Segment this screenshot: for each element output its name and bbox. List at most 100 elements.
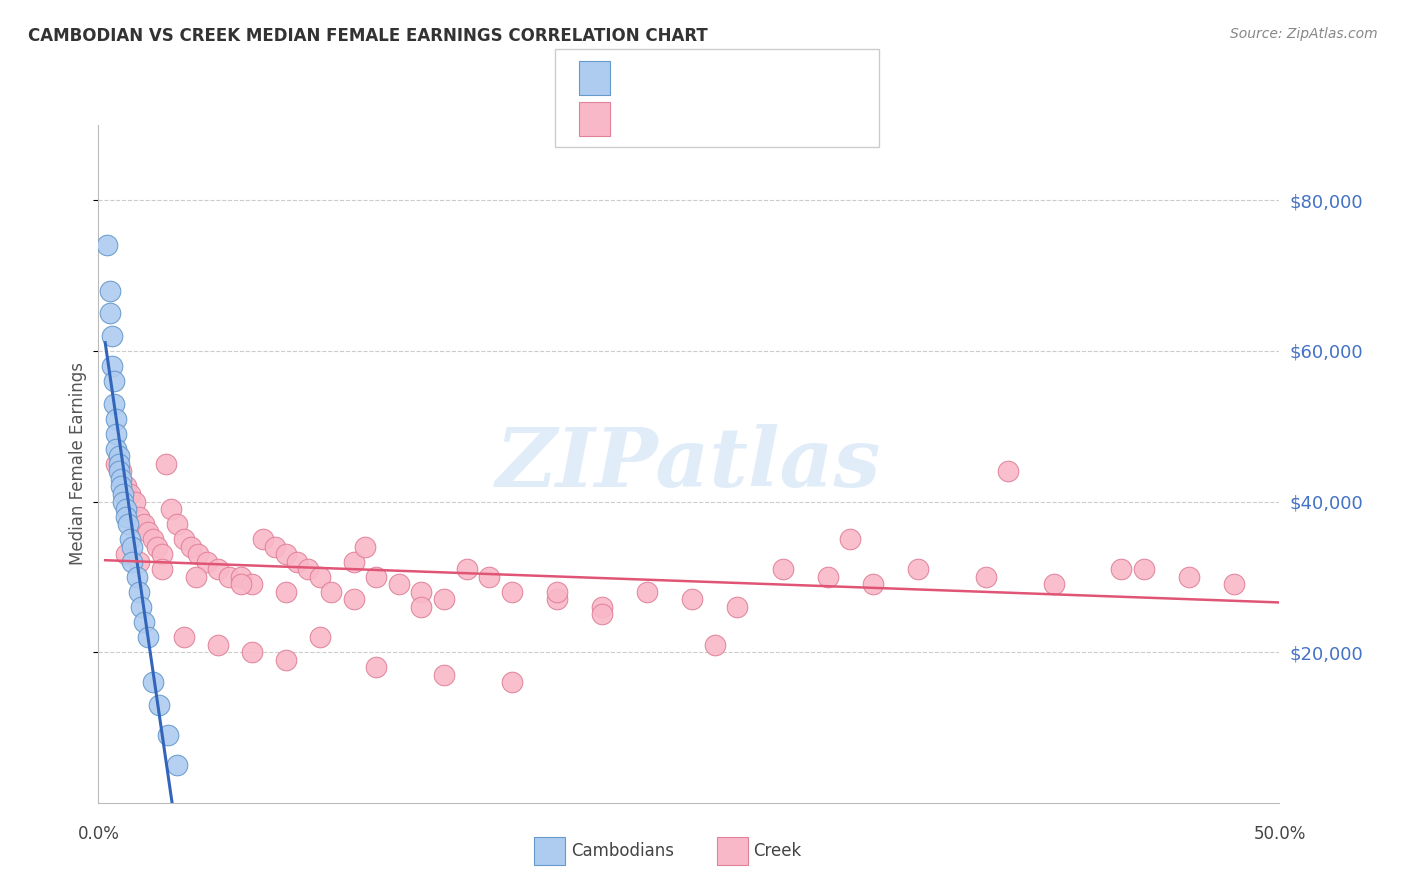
Point <box>101 328 124 343</box>
Point <box>263 540 285 554</box>
Point <box>155 457 177 471</box>
Point <box>131 599 153 614</box>
Point <box>274 547 297 561</box>
Point <box>150 562 173 576</box>
Point <box>110 479 132 493</box>
Point <box>252 532 274 546</box>
Point <box>974 570 997 584</box>
Text: ZIPatlas: ZIPatlas <box>496 424 882 504</box>
Point <box>817 570 839 584</box>
Point <box>546 585 568 599</box>
Point <box>114 509 136 524</box>
Point <box>96 238 118 252</box>
Point <box>107 464 129 478</box>
Text: CAMBODIAN VS CREEK MEDIAN FEMALE EARNINGS CORRELATION CHART: CAMBODIAN VS CREEK MEDIAN FEMALE EARNING… <box>28 27 707 45</box>
Text: Creek: Creek <box>754 842 801 860</box>
Point <box>166 517 188 532</box>
Point <box>366 660 388 674</box>
Point <box>105 411 128 425</box>
Point <box>342 555 364 569</box>
Point <box>218 570 240 584</box>
Point <box>478 570 501 584</box>
Point <box>121 555 143 569</box>
Point <box>103 374 125 388</box>
Point <box>772 562 794 576</box>
Point <box>112 487 135 501</box>
Point <box>105 442 128 456</box>
Point <box>101 359 124 373</box>
Point <box>240 577 263 591</box>
Point <box>114 502 136 516</box>
Point <box>107 457 129 471</box>
Point <box>157 728 180 742</box>
Point <box>681 592 703 607</box>
Point <box>117 517 139 532</box>
Point <box>308 630 330 644</box>
Point <box>173 532 195 546</box>
Point <box>342 592 364 607</box>
Point <box>173 630 195 644</box>
Point <box>98 284 121 298</box>
Point <box>1178 570 1201 584</box>
Point <box>207 638 229 652</box>
Point <box>1111 562 1133 576</box>
Point <box>103 396 125 410</box>
Point <box>997 464 1019 478</box>
Point <box>229 577 252 591</box>
Point <box>128 585 150 599</box>
Point <box>98 306 121 320</box>
Point <box>105 426 128 441</box>
Point <box>180 540 202 554</box>
Point <box>148 698 170 712</box>
Text: 0.0%: 0.0% <box>77 825 120 843</box>
Point <box>187 547 209 561</box>
Point <box>128 555 150 569</box>
Y-axis label: Median Female Earnings: Median Female Earnings <box>69 362 87 566</box>
Point <box>456 562 478 576</box>
Point <box>433 667 456 681</box>
Point <box>411 599 433 614</box>
Text: Source: ZipAtlas.com: Source: ZipAtlas.com <box>1230 27 1378 41</box>
Point <box>297 562 319 576</box>
Point <box>118 487 141 501</box>
Point <box>110 464 132 478</box>
Point <box>388 577 411 591</box>
Point <box>159 502 181 516</box>
Point <box>110 472 132 486</box>
Point <box>591 599 613 614</box>
Point <box>118 532 141 546</box>
Point <box>308 570 330 584</box>
Point <box>114 547 136 561</box>
Point <box>636 585 658 599</box>
Point <box>1042 577 1064 591</box>
Text: R = -0.707   N = 32: R = -0.707 N = 32 <box>621 69 785 87</box>
Point <box>591 607 613 622</box>
Point <box>907 562 929 576</box>
Point <box>433 592 456 607</box>
Point <box>146 540 169 554</box>
Point <box>501 675 523 690</box>
Point <box>274 653 297 667</box>
Point <box>166 758 188 772</box>
Point <box>703 638 725 652</box>
Point <box>136 524 159 539</box>
Point <box>128 509 150 524</box>
Point <box>112 494 135 508</box>
Point <box>285 555 308 569</box>
Point <box>1133 562 1156 576</box>
Point <box>501 585 523 599</box>
Point <box>229 570 252 584</box>
Point <box>546 592 568 607</box>
Point <box>1223 577 1246 591</box>
Point <box>142 675 165 690</box>
Point <box>125 570 148 584</box>
Point <box>366 570 388 584</box>
Point <box>150 547 173 561</box>
Point <box>121 540 143 554</box>
Point <box>132 615 155 629</box>
Point <box>354 540 377 554</box>
Point <box>839 532 862 546</box>
Point <box>114 479 136 493</box>
Point <box>195 555 218 569</box>
Point <box>132 517 155 532</box>
